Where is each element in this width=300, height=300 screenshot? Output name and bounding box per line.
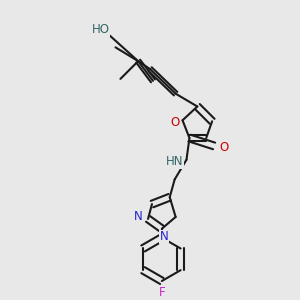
Text: HO: HO: [92, 23, 110, 36]
Text: N: N: [134, 210, 142, 224]
Text: F: F: [158, 286, 165, 299]
Text: HN: HN: [166, 155, 183, 168]
Text: N: N: [159, 230, 168, 243]
Text: O: O: [219, 141, 229, 154]
Text: O: O: [170, 116, 179, 129]
